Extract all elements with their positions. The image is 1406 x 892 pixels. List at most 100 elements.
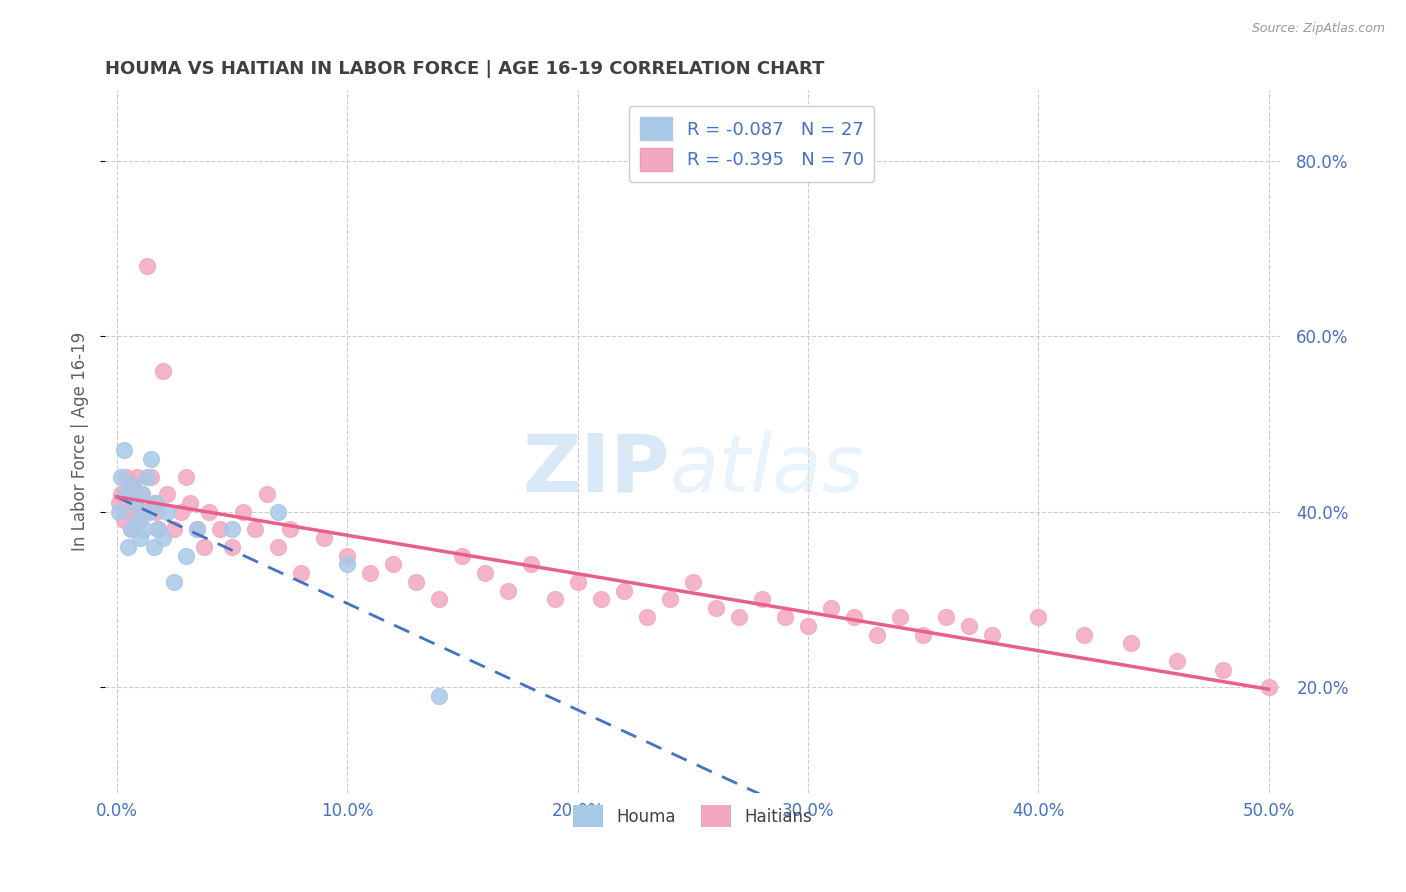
Point [221, 522, 243, 536]
Text: HOUMA VS HAITIAN IN LABOR FORCE | AGE 16-19 CORRELATION CHART: HOUMA VS HAITIAN IN LABOR FORCE | AGE 16… [105, 60, 824, 78]
Point [120, 522, 142, 536]
Point [427, 689, 450, 703]
Point [589, 592, 612, 607]
Point [135, 259, 157, 273]
Point [145, 496, 167, 510]
Point [498, 583, 520, 598]
Point [520, 558, 543, 572]
Point [336, 549, 359, 563]
Point [567, 574, 589, 589]
Point [1166, 654, 1188, 668]
Point [797, 619, 820, 633]
Point [290, 566, 312, 581]
Point [256, 487, 278, 501]
Point [124, 496, 146, 510]
Point [163, 574, 186, 589]
Point [842, 610, 865, 624]
Point [193, 540, 215, 554]
Point [156, 505, 179, 519]
Point [474, 566, 496, 581]
Point [232, 505, 254, 519]
Point [209, 522, 232, 536]
Point [131, 487, 153, 501]
Point [121, 478, 143, 492]
Point [156, 487, 179, 501]
Point [121, 478, 143, 492]
Point [117, 505, 139, 519]
Point [142, 540, 165, 554]
Point [1028, 610, 1050, 624]
Point [112, 443, 135, 458]
Point [138, 505, 160, 519]
Point [451, 549, 474, 563]
Point [186, 522, 208, 536]
Point [186, 522, 208, 536]
Point [128, 513, 150, 527]
Point [427, 592, 450, 607]
Point [1119, 636, 1142, 650]
Point [820, 601, 842, 615]
Point [636, 610, 658, 624]
Point [115, 469, 138, 483]
Point [141, 452, 163, 467]
Text: ZIP: ZIP [522, 431, 669, 508]
Point [142, 496, 165, 510]
Point [1212, 663, 1234, 677]
Point [170, 505, 193, 519]
Point [658, 592, 681, 607]
Point [163, 522, 186, 536]
Point [179, 496, 201, 510]
Point [382, 558, 405, 572]
Text: atlas: atlas [669, 431, 865, 508]
Point [198, 505, 221, 519]
Point [115, 487, 138, 501]
Point [773, 610, 796, 624]
Point [110, 487, 132, 501]
Point [912, 627, 935, 641]
Point [124, 496, 146, 510]
Point [135, 469, 157, 483]
Point [243, 522, 266, 536]
Point [120, 522, 142, 536]
Point [174, 549, 197, 563]
Point [704, 601, 727, 615]
Point [267, 540, 290, 554]
Point [174, 469, 197, 483]
Y-axis label: In Labor Force | Age 16-19: In Labor Force | Age 16-19 [72, 332, 89, 551]
Point [751, 592, 773, 607]
Point [134, 505, 156, 519]
Point [981, 627, 1004, 641]
Point [152, 531, 174, 545]
Point [866, 627, 889, 641]
Point [117, 540, 139, 554]
Point [127, 513, 149, 527]
Point [728, 610, 751, 624]
Point [336, 558, 359, 572]
Point [957, 619, 980, 633]
Point [278, 522, 301, 536]
Point [112, 513, 135, 527]
Text: Source: ZipAtlas.com: Source: ZipAtlas.com [1251, 22, 1385, 36]
Point [267, 505, 290, 519]
Point [359, 566, 381, 581]
Point [613, 583, 636, 598]
Point [128, 531, 150, 545]
Point [131, 487, 153, 501]
Point [1073, 627, 1095, 641]
Point [405, 574, 427, 589]
Point [127, 469, 149, 483]
Point [141, 469, 163, 483]
Point [543, 592, 565, 607]
Point [314, 531, 336, 545]
Point [889, 610, 911, 624]
Point [152, 364, 174, 378]
Point [134, 522, 156, 536]
Point [1257, 681, 1279, 695]
Point [110, 469, 132, 483]
Point [221, 540, 243, 554]
Point [108, 505, 131, 519]
Point [145, 505, 167, 519]
Point [935, 610, 957, 624]
Point [682, 574, 704, 589]
Point [148, 522, 170, 536]
